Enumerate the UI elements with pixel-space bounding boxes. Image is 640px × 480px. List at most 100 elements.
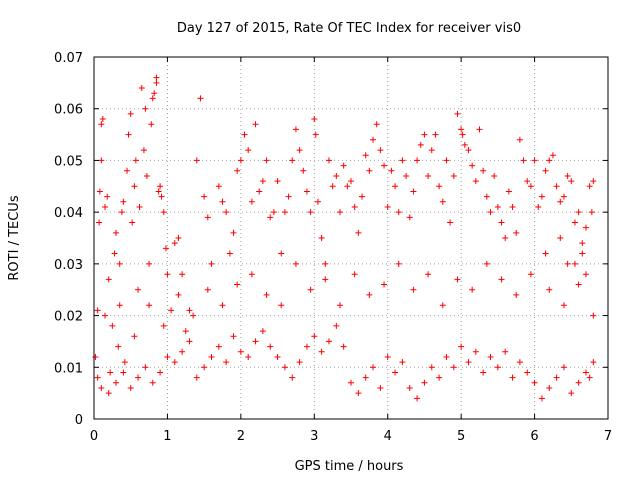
data-point: [208, 353, 215, 360]
data-point: [329, 183, 336, 190]
data-point: [96, 219, 103, 226]
data-point: [351, 203, 358, 210]
x-tick-label: 7: [604, 429, 612, 444]
data-point: [292, 126, 299, 133]
data-point: [109, 322, 116, 329]
data-point: [116, 302, 123, 309]
data-point: [351, 271, 358, 278]
data-point: [256, 188, 263, 195]
data-point: [542, 167, 549, 174]
data-point: [215, 343, 222, 350]
data-point: [575, 379, 582, 386]
data-point: [153, 74, 160, 81]
data-point: [219, 302, 226, 309]
data-point: [201, 193, 208, 200]
data-point: [129, 219, 136, 226]
data-point: [151, 90, 158, 97]
data-point: [377, 384, 384, 391]
data-point: [292, 260, 299, 267]
data-point: [143, 172, 150, 179]
data-point: [344, 183, 351, 190]
data-point: [443, 157, 450, 164]
data-point: [359, 193, 366, 200]
x-tick-label: 5: [457, 429, 465, 444]
data-point: [248, 198, 255, 205]
data-point: [274, 353, 281, 360]
data-point: [439, 198, 446, 205]
data-point: [168, 307, 175, 314]
data-point: [509, 203, 516, 210]
data-point: [513, 291, 520, 298]
data-point: [281, 364, 288, 371]
data-point: [432, 131, 439, 138]
data-point: [590, 312, 597, 319]
data-point: [557, 235, 564, 241]
data-point: [582, 369, 589, 376]
data-point: [582, 224, 589, 231]
data-point: [582, 271, 589, 278]
data-point: [318, 235, 325, 241]
data-point: [300, 167, 307, 174]
data-point: [428, 364, 435, 371]
data-point: [160, 322, 167, 329]
data-point: [355, 229, 362, 236]
data-point: [120, 369, 127, 376]
data-point: [472, 348, 479, 355]
data-point: [289, 157, 296, 164]
data-point: [531, 379, 538, 386]
data-point: [421, 379, 428, 386]
data-point: [395, 209, 402, 216]
data-point: [92, 353, 99, 360]
data-point: [135, 286, 142, 293]
plot-frame: [93, 56, 609, 420]
y-tick-label: 0.04: [54, 206, 83, 221]
data-point: [135, 374, 142, 381]
data-point: [546, 384, 553, 391]
data-point: [436, 183, 443, 190]
data-point: [527, 271, 534, 278]
data-point: [237, 157, 244, 164]
data-point: [241, 131, 248, 138]
data-point: [535, 203, 542, 210]
y-tick-label: 0.03: [54, 258, 83, 273]
data-point: [392, 369, 399, 376]
data-point: [366, 167, 373, 174]
data-point: [516, 359, 523, 366]
x-tick-label: 6: [530, 429, 538, 444]
data-point: [296, 359, 303, 366]
data-point: [201, 364, 208, 371]
data-point: [325, 338, 332, 345]
data-point: [190, 312, 197, 319]
axes: 0 1 2 3 4 5 6 7 0 0.01 0.02 0.03 0.04 0.05 0.06 0.07: [54, 51, 612, 444]
data-point: [193, 374, 200, 381]
data-point: [267, 343, 274, 350]
data-point: [469, 286, 476, 293]
data-point: [115, 343, 122, 350]
data-point: [322, 276, 329, 283]
data-point: [487, 353, 494, 360]
data-point: [494, 203, 501, 210]
data-point: [549, 152, 556, 159]
data-point: [494, 364, 501, 371]
data-point: [348, 379, 354, 386]
data-point: [120, 198, 127, 205]
data-point: [384, 203, 391, 210]
data-point: [193, 157, 200, 164]
data-point: [162, 245, 169, 252]
data-point: [245, 147, 252, 154]
data-point: [142, 105, 149, 112]
data-point: [98, 121, 105, 128]
data-point: [322, 260, 329, 267]
data-point: [124, 167, 131, 174]
data-point: [428, 147, 435, 154]
data-point: [263, 291, 270, 298]
data-point: [568, 390, 575, 397]
data-point: [568, 178, 575, 185]
data-point: [96, 188, 103, 195]
data-point: [509, 374, 516, 381]
x-tick-label: 2: [237, 429, 245, 444]
data-point: [450, 172, 457, 179]
data-point: [465, 147, 472, 154]
data-point: [223, 359, 230, 366]
